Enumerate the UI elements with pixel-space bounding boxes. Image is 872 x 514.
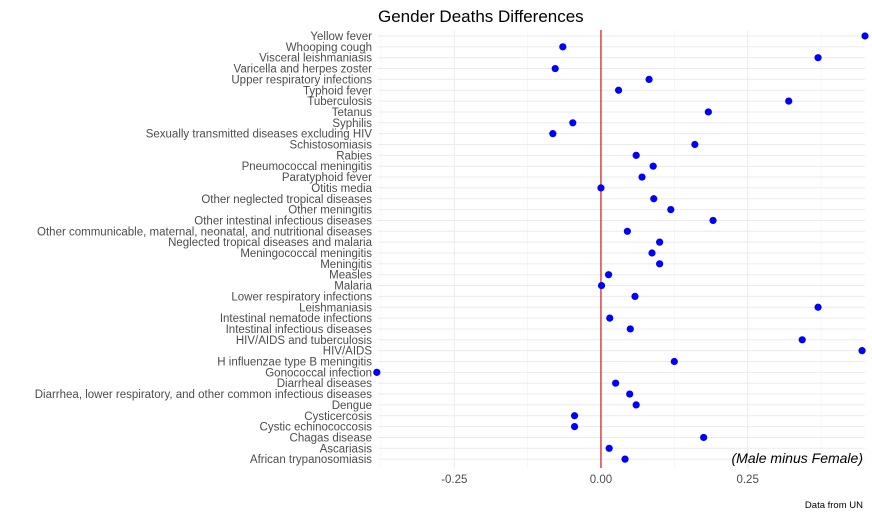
chart-annotation: (Male minus Female) [732, 450, 863, 466]
data-point [656, 238, 664, 246]
data-point [650, 195, 658, 203]
data-point [597, 184, 605, 192]
data-point [638, 173, 646, 181]
data-point [649, 162, 657, 170]
category-label: Tuberculosis [307, 96, 372, 108]
data-point [648, 249, 656, 257]
category-label: Intestinal nematode infections [220, 313, 372, 325]
data-point [704, 108, 712, 116]
category-label: Typhoid fever [303, 85, 372, 97]
category-label: Neglected tropical diseases and malaria [168, 237, 373, 249]
category-label: African trypanosomiasis [250, 454, 372, 466]
data-point [667, 206, 675, 214]
data-point [785, 97, 793, 105]
data-point [814, 54, 822, 62]
x-tick-label: 0.00 [590, 474, 612, 486]
category-label: Tetanus [332, 107, 373, 119]
category-label: Leishmaniasis [299, 302, 372, 314]
data-point [645, 75, 653, 83]
category-label: Meningococcal meningitis [240, 248, 372, 260]
category-label: Dengue [332, 400, 372, 412]
category-label: HIV/AIDS [323, 346, 373, 358]
data-point [632, 151, 640, 159]
data-point [559, 43, 567, 51]
data-point [626, 325, 634, 333]
category-label: Upper respiratory infections [231, 74, 372, 86]
data-point [551, 64, 559, 73]
data-point [656, 260, 664, 268]
data-point [604, 271, 613, 279]
category-label: Other neglected tropical diseases [201, 194, 372, 206]
category-label: Whooping cough [286, 42, 372, 54]
category-label: Malaria [334, 281, 372, 293]
data-point [570, 412, 579, 420]
data-point [597, 281, 606, 290]
category-label: Gonococcal infection [265, 367, 372, 379]
data-point [623, 227, 631, 235]
category-label: Ascariasis [320, 443, 373, 455]
data-point [605, 444, 613, 452]
data-point [798, 336, 806, 344]
grid [378, 30, 865, 468]
category-label: Paratyphoid fever [282, 172, 372, 184]
chart-title: Gender Deaths Differences [378, 7, 584, 26]
data-point [373, 368, 381, 376]
data-point [700, 433, 708, 442]
category-label: Chagas disease [290, 432, 372, 444]
data-point [614, 86, 623, 94]
category-label: Cystic echinococcosis [260, 422, 373, 434]
category-label: HIV/AIDS and tuberculosis [236, 335, 372, 347]
category-label: Varicella and herpes zoster [234, 64, 373, 76]
category-label: Rabies [336, 150, 372, 162]
category-label: Cysticercosis [304, 411, 372, 423]
x-tick-label: -0.25 [441, 474, 467, 486]
category-label: Other communicable, maternal, neonatal, … [37, 226, 372, 238]
category-label: Measles [329, 270, 372, 282]
data-point [612, 379, 620, 387]
category-label: Diarrheal diseases [277, 378, 372, 390]
data-point [569, 119, 577, 127]
category-label: H influenzae type B meningitis [217, 357, 372, 369]
category-label: Diarrhea, lower respiratory, and other c… [35, 389, 373, 401]
category-label: Visceral leishmaniasis [259, 53, 372, 65]
data-point [709, 216, 717, 225]
data-point [570, 423, 579, 431]
category-label: Pneumococcal meningitis [242, 161, 373, 173]
category-label: Sexually transmitted diseases excluding … [146, 129, 373, 141]
chart-caption: Data from UN [805, 500, 863, 511]
category-label: Otitis media [311, 183, 372, 195]
data-point [621, 455, 629, 463]
x-tick-label: 0.25 [736, 474, 758, 486]
data-point [549, 130, 557, 138]
data-points [373, 32, 869, 463]
data-point [691, 140, 699, 149]
category-label: Schistosomiasis [290, 140, 373, 152]
category-label: Other intestinal infectious diseases [194, 215, 372, 227]
x-axis-ticks: -0.25 0.00 0.25 [441, 474, 759, 486]
category-label: Syphilis [332, 118, 372, 130]
category-label: Intestinal infectious diseases [226, 324, 373, 336]
data-point [606, 314, 614, 322]
data-point [626, 390, 634, 398]
data-point [861, 32, 869, 40]
category-label: Meningitis [320, 259, 372, 271]
data-point [858, 347, 866, 355]
data-point [814, 303, 822, 311]
data-point [670, 357, 678, 366]
category-label: Yellow fever [310, 31, 372, 43]
data-point [632, 401, 640, 409]
category-label: Lower respiratory infections [231, 291, 372, 303]
data-point [631, 292, 639, 300]
category-label: Other meningitis [288, 205, 372, 217]
